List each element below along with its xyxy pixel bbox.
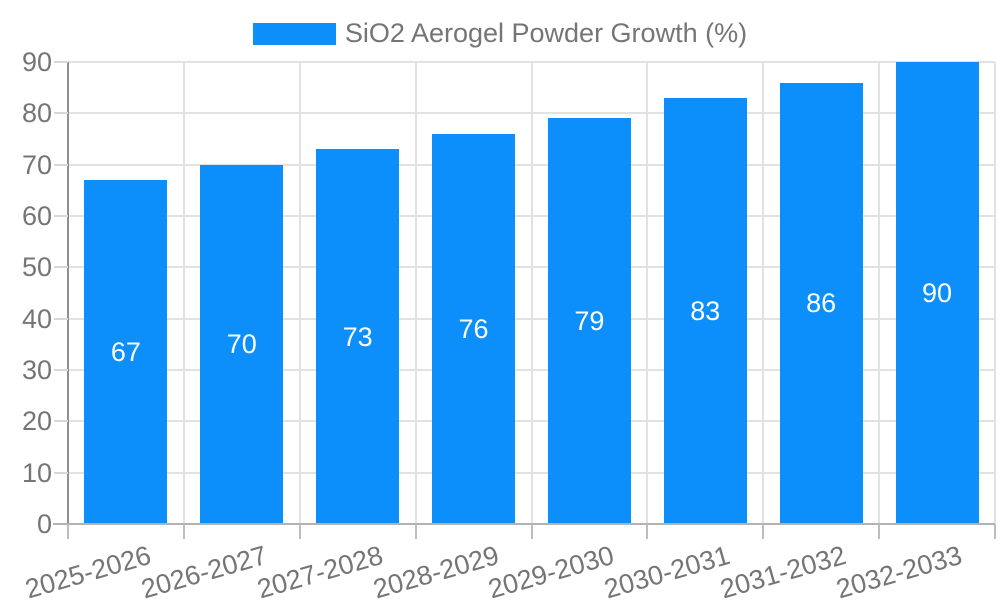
x-tick <box>67 524 69 539</box>
y-tick <box>54 112 68 115</box>
gridline-v <box>414 62 417 524</box>
bar-value-label: 70 <box>226 329 257 360</box>
y-tick-label: 40 <box>21 303 52 334</box>
y-tick <box>54 266 68 269</box>
gridline-v <box>530 62 533 524</box>
gridline-v <box>994 62 996 524</box>
y-axis-line <box>67 62 69 538</box>
bar[interactable] <box>547 118 631 524</box>
gridline-v <box>182 62 185 524</box>
x-tick <box>762 524 765 539</box>
bar-chart: SiO2 Aerogel Powder Growth (%) 67 70 73 76 7… <box>0 18 1000 605</box>
gridline-v <box>762 62 765 524</box>
bar-value-label: 83 <box>690 295 721 326</box>
y-tick-label: 20 <box>21 406 52 437</box>
legend-item[interactable]: SiO2 Aerogel Powder Growth (%) <box>252 18 748 49</box>
y-tick-label: 90 <box>21 47 52 77</box>
bar-value-label: 86 <box>806 288 837 319</box>
bar[interactable] <box>895 62 979 524</box>
bar[interactable] <box>663 97 747 524</box>
legend-label: SiO2 Aerogel Powder Growth (%) <box>344 18 748 48</box>
y-tick <box>54 61 68 63</box>
gridline-v <box>646 62 649 524</box>
bar[interactable] <box>316 149 400 524</box>
bar-value-label: 67 <box>110 337 141 368</box>
y-tick <box>54 471 68 474</box>
y-tick-label: 50 <box>21 252 52 283</box>
y-tick <box>54 163 68 166</box>
y-tick-label: 70 <box>21 149 52 180</box>
y-tick <box>54 317 68 320</box>
legend-swatch-icon <box>252 22 336 45</box>
y-tick <box>54 215 68 217</box>
x-tick <box>646 524 649 539</box>
x-tick <box>414 524 417 539</box>
y-tick <box>54 420 68 423</box>
gridline-v <box>878 62 881 524</box>
bar-value-label: 90 <box>922 278 953 308</box>
bar[interactable] <box>84 180 168 524</box>
gridline-v <box>298 62 301 524</box>
y-tick-label: 30 <box>21 355 52 385</box>
bar[interactable] <box>779 82 863 524</box>
bar[interactable] <box>200 164 284 524</box>
y-tick-label: 10 <box>21 457 52 488</box>
x-tick <box>530 524 533 539</box>
y-tick-label: 0 <box>36 509 52 539</box>
x-tick <box>298 524 301 539</box>
y-tick-label: 60 <box>21 201 52 231</box>
x-tick <box>994 524 996 539</box>
x-tick <box>878 524 881 539</box>
bar-value-label: 79 <box>574 306 605 337</box>
x-axis-line <box>53 523 995 525</box>
plot-area: 67 70 73 76 79 83 86 90 0 10 20 30 40 50 60 70 80 90 2025-… <box>21 47 996 604</box>
y-tick <box>54 369 68 371</box>
bar-value-label: 76 <box>458 313 489 344</box>
x-tick <box>182 524 185 539</box>
legend: SiO2 Aerogel Powder Growth (%) <box>0 18 1000 49</box>
bar[interactable] <box>432 133 516 524</box>
bar-value-label: 73 <box>342 321 373 352</box>
y-tick-label: 80 <box>21 98 52 129</box>
